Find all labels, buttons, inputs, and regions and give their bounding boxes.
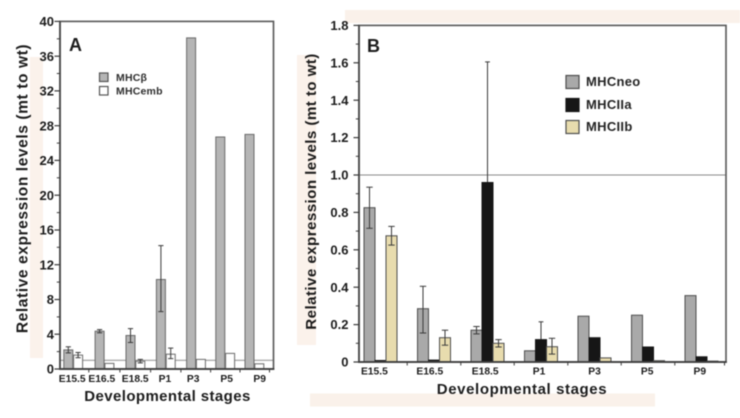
svg-text:E18.5: E18.5 (122, 374, 149, 385)
svg-text:A: A (69, 35, 82, 55)
svg-text:MHCβ: MHCβ (116, 72, 148, 84)
svg-text:E16.5: E16.5 (416, 367, 443, 378)
svg-text:24: 24 (40, 153, 55, 168)
svg-text:E16.5: E16.5 (88, 374, 115, 385)
svg-text:P5: P5 (220, 374, 233, 385)
svg-text:36: 36 (40, 49, 54, 64)
svg-text:16: 16 (40, 223, 54, 238)
svg-text:MHCemb: MHCemb (116, 86, 163, 98)
svg-text:32: 32 (40, 84, 54, 99)
svg-text:E15.5: E15.5 (59, 374, 86, 385)
svg-text:1.6: 1.6 (330, 55, 348, 70)
svg-text:P9: P9 (253, 374, 266, 385)
svg-text:E15.5: E15.5 (361, 367, 388, 378)
svg-text:0.8: 0.8 (330, 205, 348, 220)
svg-text:Developmental stages: Developmental stages (437, 381, 607, 398)
svg-text:P3: P3 (588, 367, 601, 378)
svg-text:P1: P1 (159, 374, 172, 385)
svg-text:1.0: 1.0 (330, 168, 348, 183)
svg-text:40: 40 (40, 14, 54, 29)
svg-text:Relative expression levels (mt: Relative expression levels (mt to wt) (15, 44, 32, 333)
svg-text:1.2: 1.2 (330, 130, 348, 145)
svg-text:B: B (367, 36, 380, 56)
svg-text:1.4: 1.4 (330, 93, 349, 108)
svg-text:1.8: 1.8 (330, 18, 348, 33)
svg-text:P1: P1 (533, 367, 546, 378)
svg-text:12: 12 (40, 257, 54, 272)
svg-text:E18.5: E18.5 (472, 367, 499, 378)
svg-text:P9: P9 (693, 367, 706, 378)
svg-text:4: 4 (47, 327, 55, 342)
svg-text:MHCneo: MHCneo (586, 74, 641, 89)
svg-text:0.4: 0.4 (330, 280, 349, 295)
svg-text:28: 28 (40, 118, 54, 133)
svg-text:Relative expression levels (mt: Relative expression levels (mt to wt) (303, 53, 320, 329)
svg-text:P3: P3 (187, 374, 200, 385)
svg-text:20: 20 (40, 188, 54, 203)
svg-text:MHCIIa: MHCIIa (586, 97, 632, 112)
svg-text:0.6: 0.6 (330, 242, 348, 257)
svg-text:0.2: 0.2 (330, 317, 348, 332)
svg-text:8: 8 (47, 292, 54, 307)
svg-text:0: 0 (341, 355, 348, 370)
svg-text:P5: P5 (641, 367, 654, 378)
svg-text:MHCIIb: MHCIIb (586, 119, 633, 134)
svg-text:Developmental stages: Developmental stages (84, 388, 250, 405)
svg-text:0: 0 (47, 362, 54, 377)
